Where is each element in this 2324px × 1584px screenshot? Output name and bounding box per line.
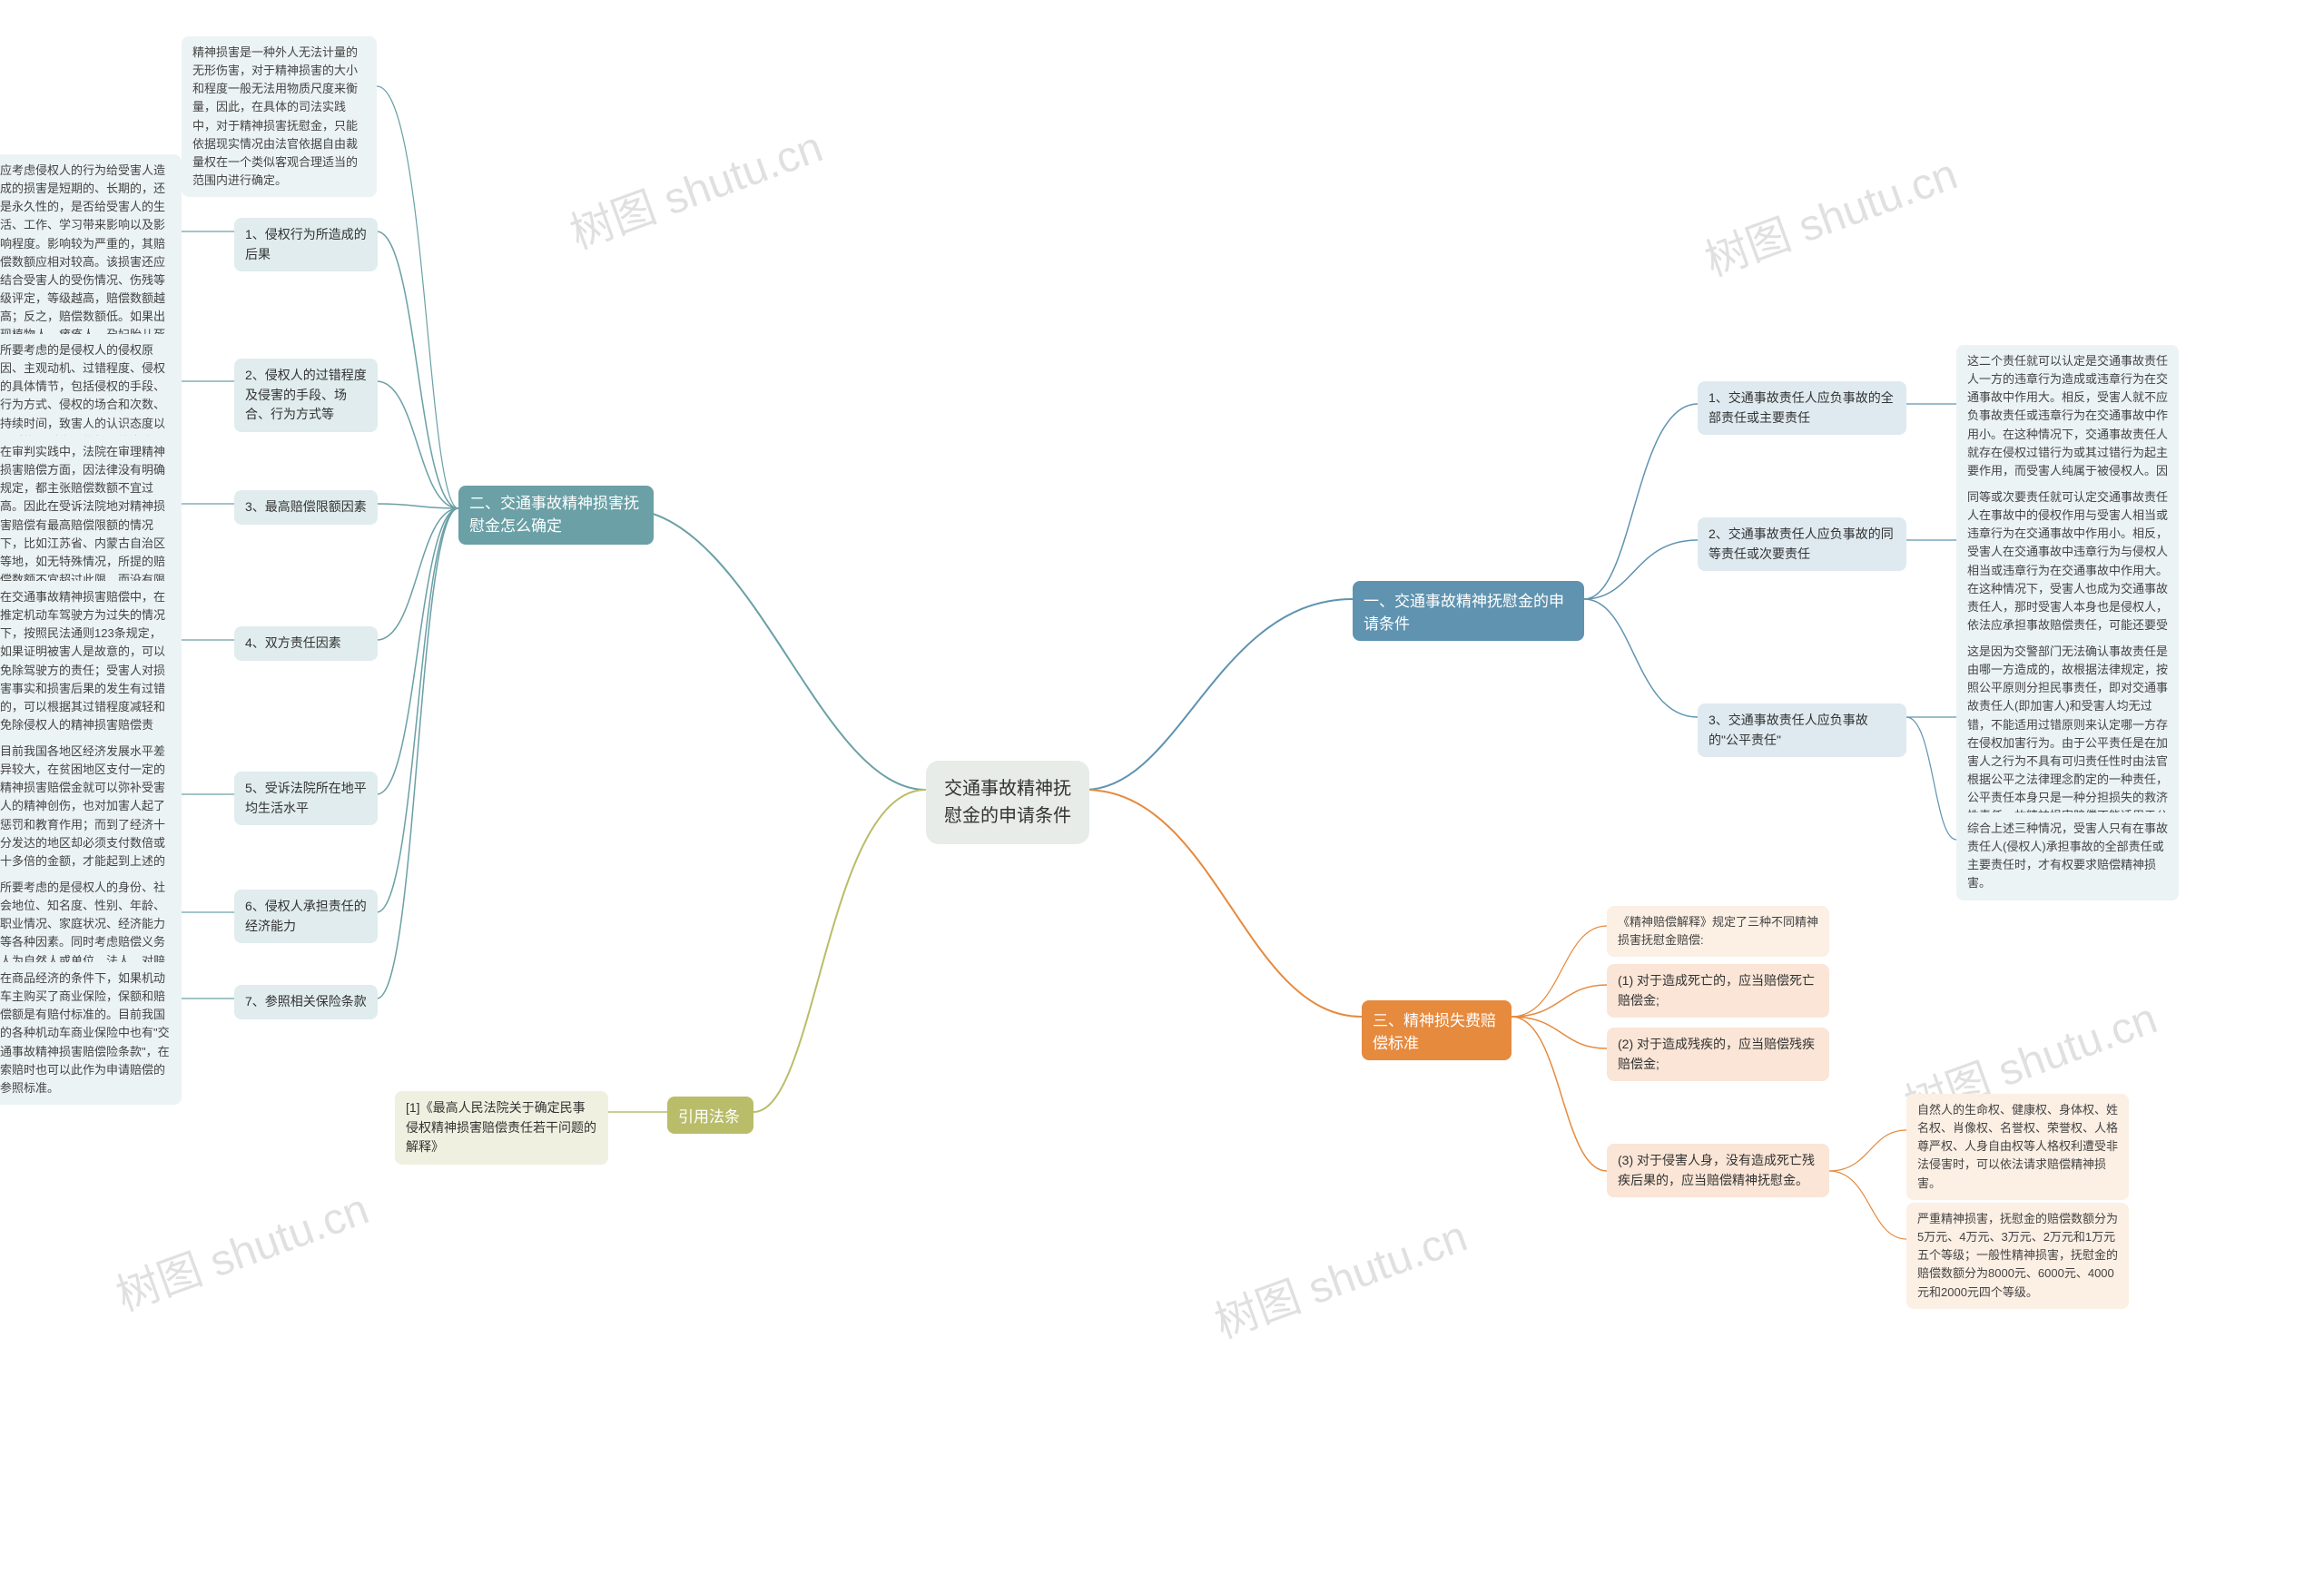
branch-4-label: 引用法条 — [667, 1097, 753, 1134]
watermark: 树图 shutu.cn — [560, 111, 830, 261]
branch-1-item-3-label: 3、交通事故责任人应负事故的"公平责任" — [1698, 703, 1906, 757]
branch-2-item-1-label: 1、侵权行为所造成的后果 — [234, 218, 378, 271]
branch-2-intro-text: 精神损害是一种外人无法计量的无形伤害，对于精神损害的大小和程度一般无法用物质尺度… — [182, 36, 377, 197]
watermark: 树图 shutu.cn — [1205, 1200, 1474, 1350]
branch-1-item-2-label: 2、交通事故责任人应负事故的同等责任或次要责任 — [1698, 517, 1906, 571]
branch-2-item-7-leaf-text: 在商品经济的条件下，如果机动车主购买了商业保险，保额和赔偿额是有赔付标准的。目前… — [0, 962, 182, 1105]
branch-3-intro: 《精神赔偿解释》规定了三种不同精神损害抚慰金赔偿: — [1607, 906, 1829, 957]
branch-2-item-7: 7、参照相关保险条款 — [234, 985, 378, 1019]
branch-2-item-2-label: 2、侵权人的过错程度及侵害的手段、场合、行为方式等 — [234, 359, 378, 432]
branch-3-item-3-label: (3) 对于侵害人身，没有造成死亡残疾后果的，应当赔偿精神抚慰金。 — [1607, 1144, 1829, 1197]
branch-1-item-1: 1、交通事故责任人应负事故的全部责任或主要责任 — [1698, 381, 1906, 435]
watermark: 树图 shutu.cn — [1695, 138, 1965, 288]
branch-2-item-4-label: 4、双方责任因素 — [234, 626, 378, 661]
branch-2-intro: 精神损害是一种外人无法计量的无形伤害，对于精神损害的大小和程度一般无法用物质尺度… — [182, 36, 377, 197]
branch-2-label: 二、交通事故精神损害抚慰金怎么确定 — [458, 486, 654, 545]
branch-2-item-7-label: 7、参照相关保险条款 — [234, 985, 378, 1019]
branch-2-item-7-leaf: 在商品经济的条件下，如果机动车主购买了商业保险，保额和赔偿额是有赔付标准的。目前… — [0, 962, 182, 1105]
branch-3-label: 三、精神损失费赔偿标准 — [1362, 1000, 1512, 1060]
branch-3-item-2: (2) 对于造成残疾的，应当赔偿残疾赔偿金; — [1607, 1028, 1829, 1081]
center-topic-label: 交通事故精神抚慰金的申请条件 — [926, 761, 1089, 844]
branch-3-item-1-label: (1) 对于造成死亡的，应当赔偿死亡赔偿金; — [1607, 964, 1829, 1018]
branch-2-item-2: 2、侵权人的过错程度及侵害的手段、场合、行为方式等 — [234, 359, 378, 432]
branch-1-item-2: 2、交通事故责任人应负事故的同等责任或次要责任 — [1698, 517, 1906, 571]
branch-1-item-3: 3、交通事故责任人应负事故的"公平责任" — [1698, 703, 1906, 757]
branch-1-summary: 综合上述三种情况，受害人只有在事故责任人(侵权人)承担事故的全部责任或主要责任时… — [1956, 812, 2179, 900]
branch-2-item-6-label: 6、侵权人承担责任的经济能力 — [234, 890, 378, 943]
branch-1-summary-text: 综合上述三种情况，受害人只有在事故责任人(侵权人)承担事故的全部责任或主要责任时… — [1956, 812, 2179, 900]
branch-4-item-1: [1]《最高人民法院关于确定民事侵权精神损害赔偿责任若干问题的解释》 — [395, 1091, 608, 1165]
branch-1-item-1-label: 1、交通事故责任人应负事故的全部责任或主要责任 — [1698, 381, 1906, 435]
branch-4-item-1-label: [1]《最高人民法院关于确定民事侵权精神损害赔偿责任若干问题的解释》 — [395, 1091, 608, 1165]
branch-2-item-1: 1、侵权行为所造成的后果 — [234, 218, 378, 271]
branch-1-label: 一、交通事故精神抚慰金的申请条件 — [1353, 581, 1584, 641]
branch-3-item-3-leaf-2: 严重精神损害，抚慰金的赔偿数额分为5万元、4万元、3万元、2万元和1万元五个等级… — [1906, 1203, 2129, 1309]
branch-3-item-1: (1) 对于造成死亡的，应当赔偿死亡赔偿金; — [1607, 964, 1829, 1018]
branch-2-item-5: 5、受诉法院所在地平均生活水平 — [234, 772, 378, 825]
branch-2-item-3-label: 3、最高赔偿限额因素 — [234, 490, 378, 525]
branch-3-item-2-label: (2) 对于造成残疾的，应当赔偿残疾赔偿金; — [1607, 1028, 1829, 1081]
branch-2-item-6: 6、侵权人承担责任的经济能力 — [234, 890, 378, 943]
branch-2: 二、交通事故精神损害抚慰金怎么确定 — [458, 486, 654, 545]
branch-3-item-3-leaf-1: 自然人的生命权、健康权、身体权、姓名权、肖像权、名誉权、荣誉权、人格尊严权、人身… — [1906, 1094, 2129, 1200]
branch-2-item-5-label: 5、受诉法院所在地平均生活水平 — [234, 772, 378, 825]
branch-2-item-3: 3、最高赔偿限额因素 — [234, 490, 378, 525]
branch-2-item-4: 4、双方责任因素 — [234, 626, 378, 661]
branch-3-item-3: (3) 对于侵害人身，没有造成死亡残疾后果的，应当赔偿精神抚慰金。 — [1607, 1144, 1829, 1197]
branch-3: 三、精神损失费赔偿标准 — [1362, 1000, 1512, 1060]
center-topic: 交通事故精神抚慰金的申请条件 — [926, 761, 1089, 844]
branch-4: 引用法条 — [667, 1097, 753, 1134]
branch-3-item-3-leaf-1-text: 自然人的生命权、健康权、身体权、姓名权、肖像权、名誉权、荣誉权、人格尊严权、人身… — [1906, 1094, 2129, 1200]
watermark: 树图 shutu.cn — [106, 1173, 376, 1323]
branch-1: 一、交通事故精神抚慰金的申请条件 — [1353, 581, 1584, 641]
branch-3-item-3-leaf-2-text: 严重精神损害，抚慰金的赔偿数额分为5万元、4万元、3万元、2万元和1万元五个等级… — [1906, 1203, 2129, 1309]
branch-3-intro-text: 《精神赔偿解释》规定了三种不同精神损害抚慰金赔偿: — [1607, 906, 1829, 957]
